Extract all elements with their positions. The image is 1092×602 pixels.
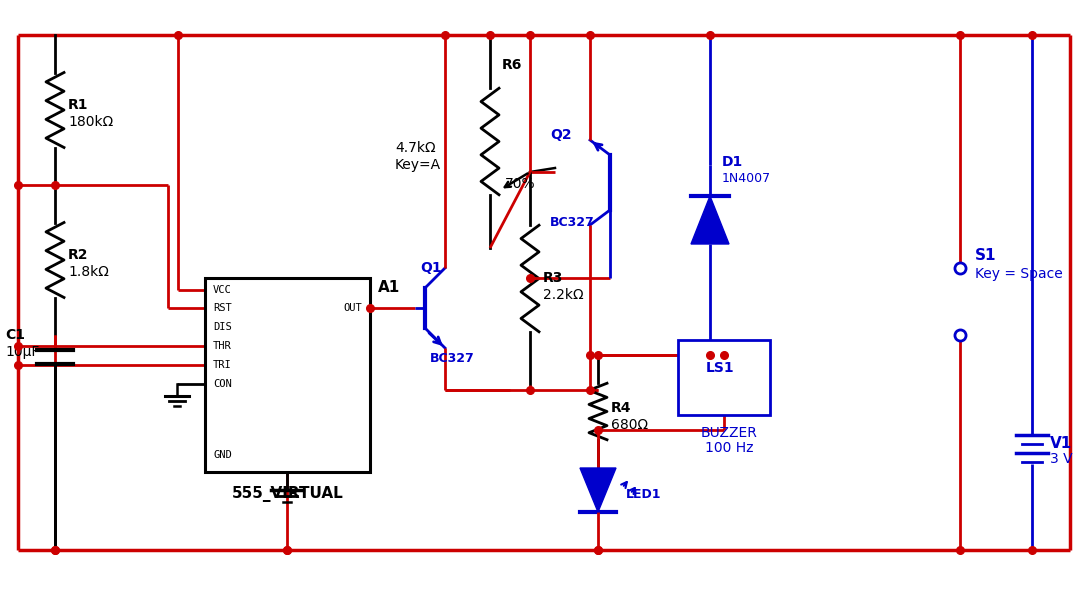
Text: S1: S1 bbox=[975, 247, 997, 262]
Text: 555_VIRTUAL: 555_VIRTUAL bbox=[232, 486, 343, 502]
Text: TRI: TRI bbox=[213, 360, 232, 370]
Text: V1: V1 bbox=[1051, 435, 1072, 450]
Text: BC327: BC327 bbox=[550, 216, 595, 229]
Text: C1: C1 bbox=[5, 328, 25, 342]
Text: 3 V: 3 V bbox=[1051, 452, 1072, 466]
Text: 180kΩ: 180kΩ bbox=[68, 115, 114, 129]
Text: 1N4007: 1N4007 bbox=[722, 172, 771, 184]
Text: DIS: DIS bbox=[213, 322, 232, 332]
Text: 680Ω: 680Ω bbox=[612, 418, 649, 432]
Text: LS1: LS1 bbox=[707, 361, 735, 375]
Text: BUZZER: BUZZER bbox=[701, 426, 758, 440]
Text: 1.8kΩ: 1.8kΩ bbox=[68, 265, 109, 279]
Text: OUT: OUT bbox=[343, 303, 363, 313]
Text: 4.7kΩ: 4.7kΩ bbox=[395, 141, 436, 155]
Text: 10μF: 10μF bbox=[5, 345, 39, 359]
Polygon shape bbox=[691, 196, 729, 244]
Text: D1: D1 bbox=[722, 155, 744, 169]
Text: R6: R6 bbox=[502, 58, 522, 72]
Polygon shape bbox=[580, 468, 616, 512]
Text: R3: R3 bbox=[543, 271, 563, 285]
Text: BC327: BC327 bbox=[430, 352, 475, 364]
Text: R2: R2 bbox=[68, 248, 88, 262]
Text: CON: CON bbox=[213, 379, 232, 389]
Bar bbox=[678, 340, 770, 415]
Text: R1: R1 bbox=[68, 98, 88, 112]
Text: 2.2kΩ: 2.2kΩ bbox=[543, 288, 583, 302]
Bar bbox=[205, 278, 370, 472]
Text: Key = Space: Key = Space bbox=[975, 267, 1063, 281]
Text: Q2: Q2 bbox=[550, 128, 571, 142]
Text: Q1: Q1 bbox=[420, 261, 441, 275]
Text: Key=A: Key=A bbox=[395, 158, 441, 172]
Text: A1: A1 bbox=[378, 281, 401, 296]
Text: VCC: VCC bbox=[213, 285, 232, 295]
Text: THR: THR bbox=[213, 341, 232, 351]
Text: LED1: LED1 bbox=[626, 488, 662, 501]
Text: RST: RST bbox=[213, 303, 232, 313]
Text: R4: R4 bbox=[612, 401, 631, 415]
Text: 100 Hz: 100 Hz bbox=[704, 441, 753, 455]
Text: GND: GND bbox=[213, 450, 232, 460]
Text: 70%: 70% bbox=[505, 177, 535, 191]
